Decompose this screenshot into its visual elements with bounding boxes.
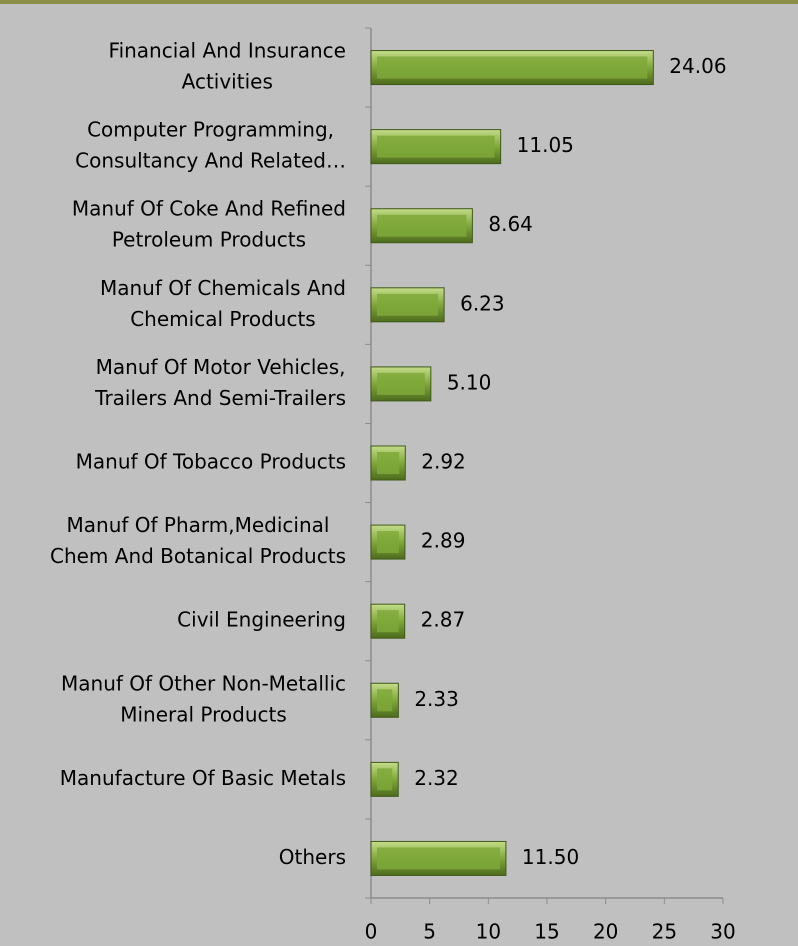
bar-bevel <box>377 689 393 712</box>
x-tick-label: 30 <box>710 920 735 944</box>
value-label: 11.50 <box>522 845 579 869</box>
x-tick-label: 15 <box>534 920 559 944</box>
y-tick-label: Manuf Of Chemicals And <box>100 276 346 300</box>
y-tick-label: Financial And Insurance <box>109 39 346 63</box>
bar-bevel <box>377 372 425 395</box>
bar-bevel <box>377 610 399 633</box>
y-tick-label: Mineral Products <box>120 702 287 726</box>
x-tick-label: 25 <box>652 920 677 944</box>
y-tick-label: Petroleum Products <box>112 228 306 252</box>
bar-bevel <box>377 531 399 554</box>
y-tick-label: Manuf Of Pharm,Medicinal <box>67 513 330 537</box>
y-tick-label: Manuf Of Coke And Refined <box>72 197 346 221</box>
value-label: 2.33 <box>414 687 459 711</box>
bar-bevel <box>377 135 495 158</box>
y-tick-label: Manuf Of Tobacco Products <box>76 450 346 474</box>
value-label: 2.89 <box>421 529 466 553</box>
bar-bevel <box>377 293 439 316</box>
top-border <box>0 0 798 4</box>
value-label: 6.23 <box>460 291 505 315</box>
value-label: 24.06 <box>669 54 726 78</box>
x-tick-label: 5 <box>423 920 436 944</box>
bar-bevel <box>377 847 500 870</box>
y-tick-label: Manuf Of Other Non-Metallic <box>61 671 346 695</box>
bar-bevel <box>377 452 400 474</box>
value-label: 2.32 <box>414 766 459 790</box>
y-tick-label: Manuf Of Motor Vehicles, <box>96 355 346 379</box>
y-tick-label: Others <box>279 845 346 869</box>
y-tick-label: Trailers And Semi-Trailers <box>94 386 346 410</box>
x-tick-label: 0 <box>365 920 378 944</box>
y-tick-label: Activities <box>182 70 273 94</box>
y-tick-label: Consultancy And Related… <box>75 149 346 173</box>
x-tick-label: 20 <box>593 920 618 944</box>
value-label: 11.05 <box>517 133 574 157</box>
y-tick-label: Chem And Botanical Products <box>50 544 346 568</box>
bar-bevel <box>377 56 648 79</box>
y-tick-label: Computer Programming, <box>87 118 334 142</box>
value-label: 8.64 <box>488 212 533 236</box>
value-label: 5.10 <box>447 370 492 394</box>
bar-bevel <box>377 768 393 791</box>
y-tick-label: Civil Engineering <box>177 608 346 632</box>
y-tick-label: Manufacture Of Basic Metals <box>60 766 346 790</box>
value-label: 2.92 <box>421 450 466 474</box>
value-label: 2.87 <box>421 608 466 632</box>
y-tick-label: Chemical Products <box>130 307 316 331</box>
x-tick-label: 10 <box>476 920 501 944</box>
bar-bevel <box>377 214 467 237</box>
